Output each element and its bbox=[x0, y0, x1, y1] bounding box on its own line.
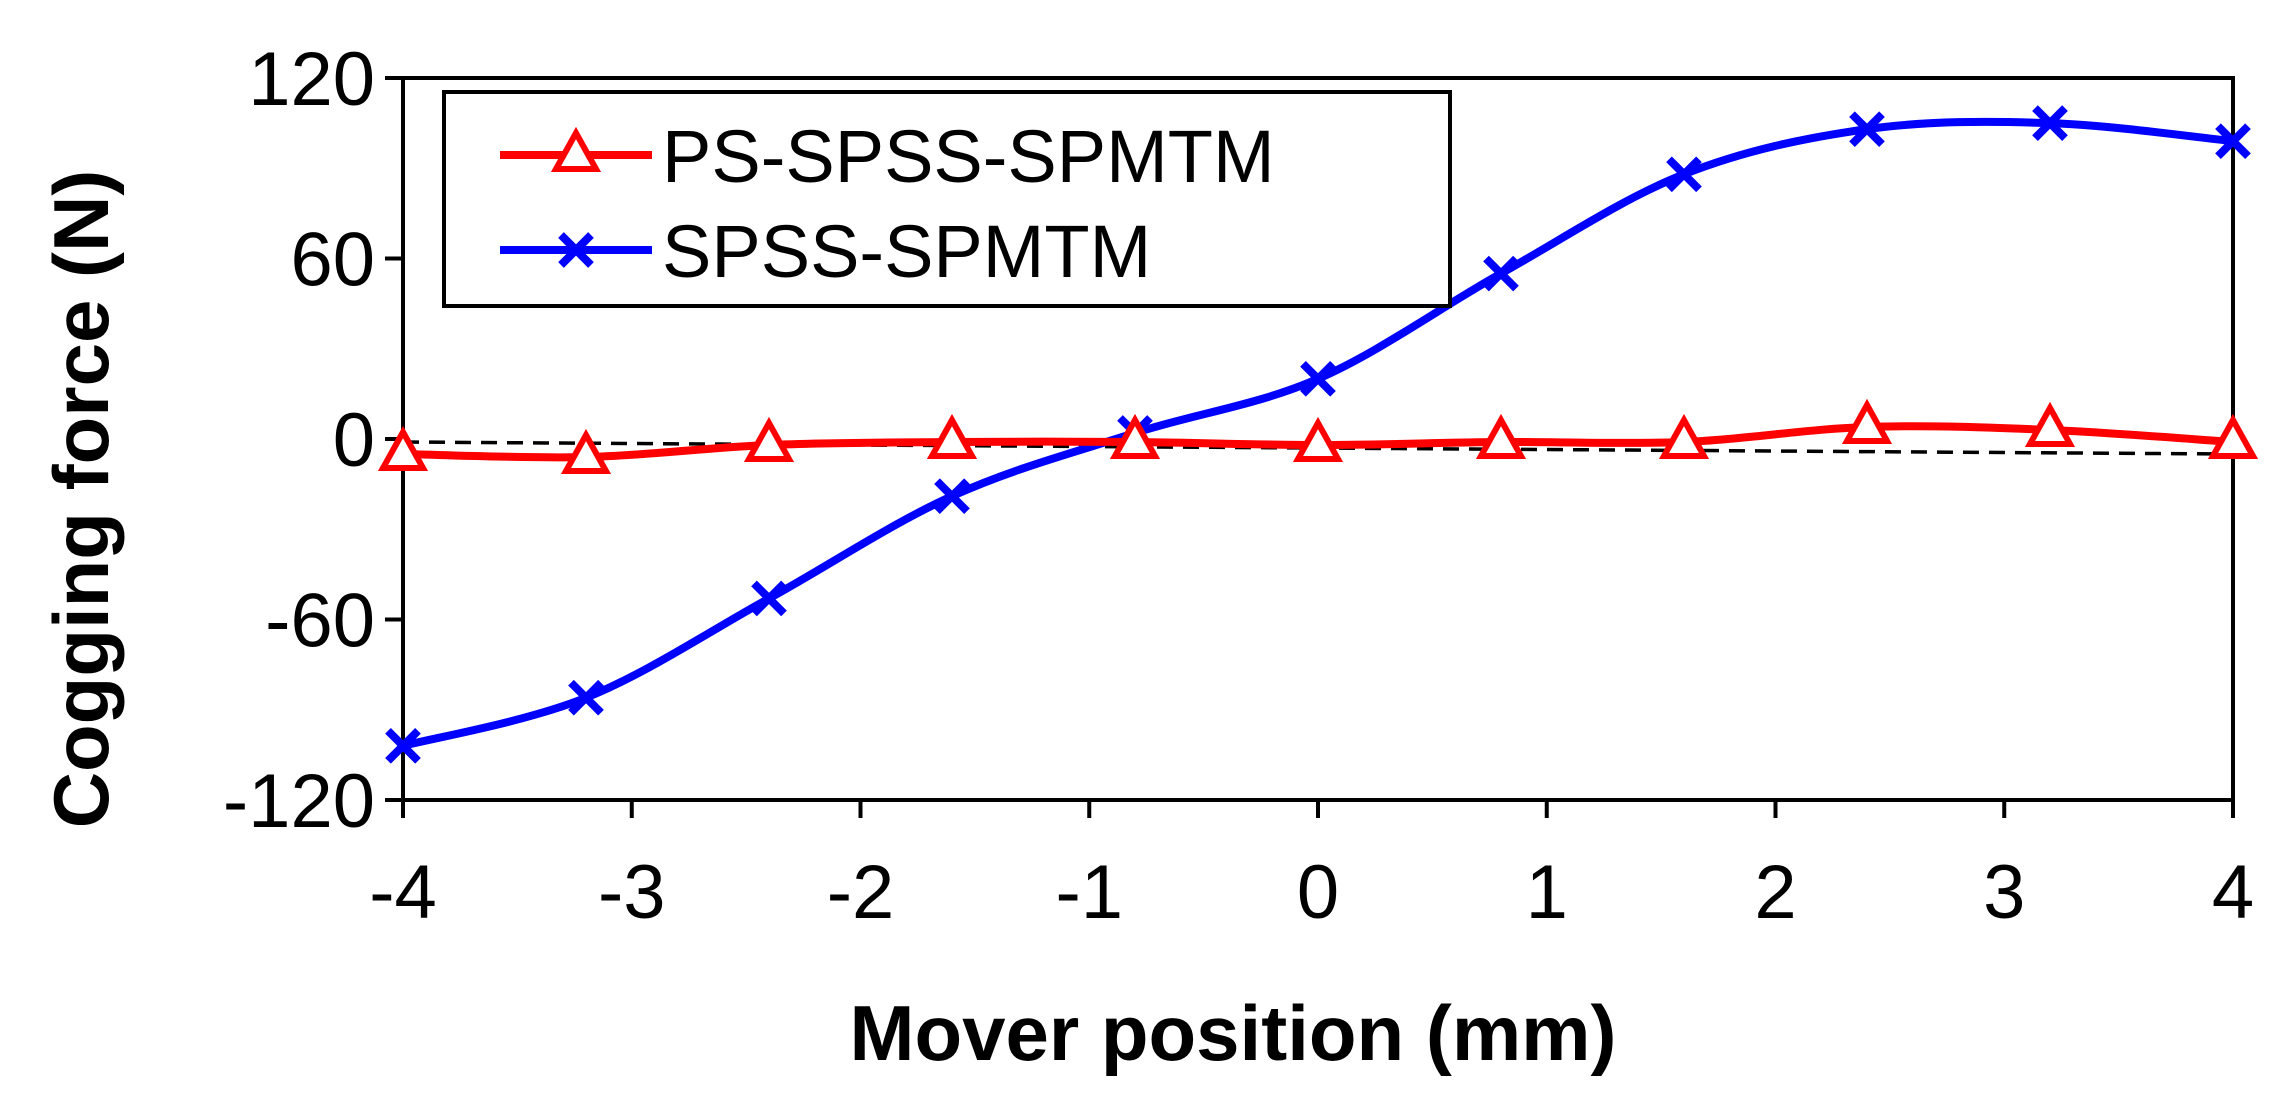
y-tick-label: -60 bbox=[265, 579, 375, 664]
y-axis-title: Cogging force (N) bbox=[37, 170, 125, 829]
x-tick-label: 4 bbox=[2212, 850, 2254, 935]
x-marker-stroke bbox=[568, 679, 604, 716]
y-tick-label: 60 bbox=[290, 218, 375, 303]
x-marker-stroke bbox=[751, 580, 787, 617]
x-marker-stroke bbox=[1666, 156, 1702, 193]
legend: PS-SPSS-SPMTM SPSS-SPMTM bbox=[442, 90, 1452, 308]
legend-box bbox=[442, 90, 1452, 308]
x-tick-label: -3 bbox=[598, 850, 666, 935]
x-marker-stroke bbox=[2215, 123, 2251, 160]
data-point-ps-spss-spmtm bbox=[1841, 398, 1893, 444]
data-point-ps-spss-spmtm bbox=[2024, 401, 2076, 447]
x-marker-stroke bbox=[1300, 361, 1336, 397]
data-point-ps-spss-spmtm bbox=[1475, 413, 1527, 460]
data-point-ps-spss-spmtm bbox=[743, 416, 795, 463]
legend-triangle-marker bbox=[550, 126, 602, 172]
data-point-ps-spss-spmtm bbox=[926, 413, 978, 460]
data-point-spss-spmtm bbox=[1666, 156, 1702, 193]
data-point-spss-spmtm bbox=[1300, 361, 1336, 397]
x-marker-stroke bbox=[385, 728, 421, 764]
x-tick-label: -2 bbox=[827, 850, 895, 935]
x-marker-stroke bbox=[1483, 255, 1519, 292]
x-marker-stroke bbox=[934, 478, 970, 514]
data-point-spss-spmtm bbox=[2032, 105, 2068, 141]
data-point-ps-spss-spmtm bbox=[1292, 416, 1344, 463]
data-point-ps-spss-spmtm bbox=[560, 428, 612, 475]
x-marker-stroke bbox=[2032, 105, 2068, 141]
data-point-ps-spss-spmtm bbox=[377, 425, 429, 472]
y-tick-label: 120 bbox=[248, 37, 375, 122]
data-point-spss-spmtm bbox=[2215, 123, 2251, 160]
data-point-ps-spss-spmtm bbox=[2207, 413, 2259, 460]
data-point-ps-spss-spmtm bbox=[1109, 413, 1161, 460]
x-axis-title: Mover position (mm) bbox=[849, 989, 1616, 1077]
legend-x-marker bbox=[558, 232, 594, 268]
x-tick-label: -1 bbox=[1055, 850, 1123, 935]
x-marker-stroke bbox=[1849, 111, 1885, 147]
data-point-spss-spmtm bbox=[751, 580, 787, 617]
x-tick-label: 0 bbox=[1297, 850, 1339, 935]
x-tick-label: -4 bbox=[369, 850, 437, 935]
x-tick-label: 1 bbox=[1526, 850, 1568, 935]
legend-label: PS-SPSS-SPMTM bbox=[662, 115, 1275, 198]
data-point-spss-spmtm bbox=[1849, 111, 1885, 147]
data-point-spss-spmtm bbox=[934, 478, 970, 514]
data-point-spss-spmtm bbox=[385, 728, 421, 764]
y-tick-label: -120 bbox=[223, 759, 375, 844]
data-point-spss-spmtm bbox=[1483, 255, 1519, 292]
x-tick-label: 3 bbox=[1983, 850, 2025, 935]
y-tick-label: 0 bbox=[333, 398, 375, 483]
x-tick-label: 2 bbox=[1754, 850, 1796, 935]
legend-label: SPSS-SPMTM bbox=[662, 210, 1151, 293]
data-point-ps-spss-spmtm bbox=[1658, 413, 1710, 460]
data-point-spss-spmtm bbox=[568, 679, 604, 716]
